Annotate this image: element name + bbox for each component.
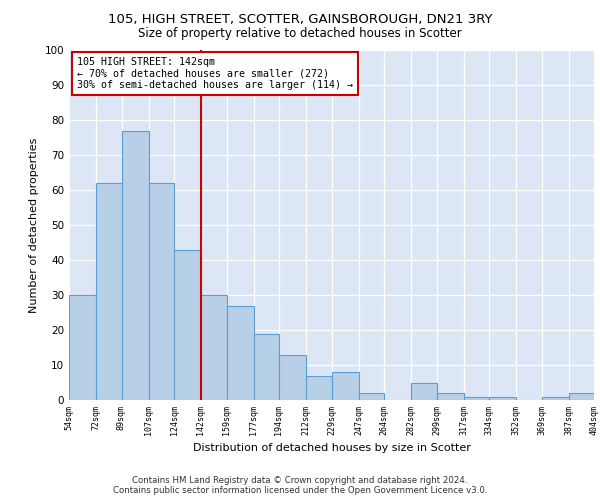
Bar <box>464 396 489 400</box>
Bar <box>542 396 569 400</box>
Bar <box>331 372 359 400</box>
Bar <box>201 295 227 400</box>
Bar <box>359 393 384 400</box>
Bar <box>569 393 594 400</box>
X-axis label: Distribution of detached houses by size in Scotter: Distribution of detached houses by size … <box>193 443 470 453</box>
Bar <box>174 250 201 400</box>
Text: Contains HM Land Registry data © Crown copyright and database right 2024.
Contai: Contains HM Land Registry data © Crown c… <box>113 476 487 495</box>
Bar <box>279 354 306 400</box>
Bar <box>227 306 254 400</box>
Bar <box>69 295 96 400</box>
Bar <box>306 376 331 400</box>
Text: 105 HIGH STREET: 142sqm
← 70% of detached houses are smaller (272)
30% of semi-d: 105 HIGH STREET: 142sqm ← 70% of detache… <box>77 57 353 90</box>
Text: Size of property relative to detached houses in Scotter: Size of property relative to detached ho… <box>138 28 462 40</box>
Bar <box>121 130 149 400</box>
Bar <box>149 183 174 400</box>
Y-axis label: Number of detached properties: Number of detached properties <box>29 138 39 312</box>
Bar <box>411 382 437 400</box>
Text: 105, HIGH STREET, SCOTTER, GAINSBOROUGH, DN21 3RY: 105, HIGH STREET, SCOTTER, GAINSBOROUGH,… <box>108 12 492 26</box>
Bar <box>437 393 464 400</box>
Bar <box>489 396 516 400</box>
Bar <box>96 183 121 400</box>
Bar <box>254 334 279 400</box>
